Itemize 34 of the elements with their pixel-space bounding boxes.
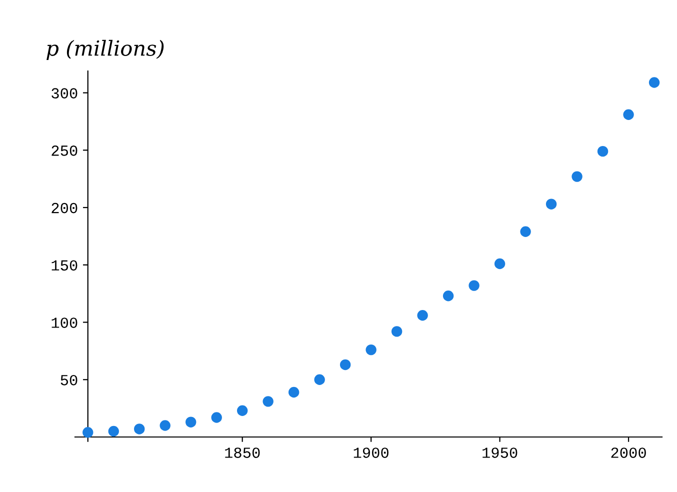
y-axis-title: p (millions) bbox=[46, 40, 164, 60]
point bbox=[468, 280, 480, 291]
point bbox=[108, 426, 119, 437]
y-tick-label: 300 bbox=[52, 88, 78, 98]
point bbox=[340, 359, 351, 370]
point bbox=[623, 109, 634, 120]
point bbox=[262, 396, 274, 407]
point bbox=[442, 290, 454, 302]
point bbox=[236, 405, 248, 416]
y-tick-label: 150 bbox=[52, 260, 78, 271]
point bbox=[288, 386, 300, 398]
y-tick-label: 200 bbox=[52, 202, 78, 214]
x-tick-label: 1950 bbox=[482, 448, 518, 458]
point bbox=[597, 146, 608, 157]
point bbox=[211, 412, 222, 423]
point bbox=[494, 258, 506, 270]
x-tick-label: 1850 bbox=[225, 448, 260, 458]
y-tick-label: 100 bbox=[52, 318, 78, 328]
point bbox=[417, 310, 428, 321]
x-tick-label: 1900 bbox=[354, 448, 388, 458]
y-tick-label: 250 bbox=[52, 145, 78, 156]
point bbox=[160, 420, 170, 431]
y-tick-label: 50 bbox=[60, 374, 78, 386]
point bbox=[366, 344, 376, 356]
point bbox=[546, 198, 557, 210]
point bbox=[391, 326, 402, 337]
point bbox=[314, 374, 325, 385]
point bbox=[648, 77, 660, 88]
point bbox=[572, 171, 582, 182]
x-tick-label: 2000 bbox=[611, 448, 646, 458]
point bbox=[134, 424, 145, 434]
point bbox=[186, 416, 196, 428]
point bbox=[520, 226, 531, 237]
point bbox=[82, 427, 94, 438]
